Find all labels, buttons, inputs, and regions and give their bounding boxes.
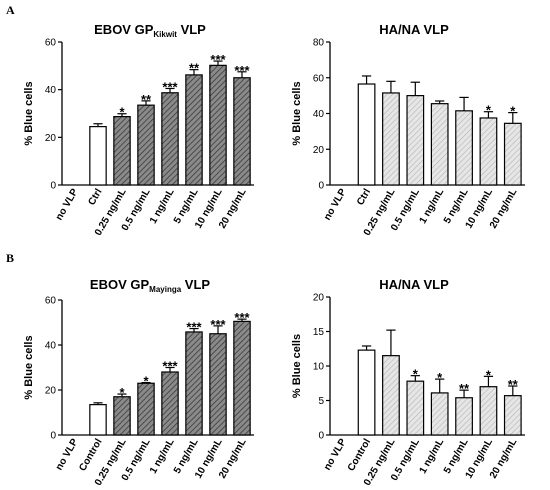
chart-ebov-kikwit: EBOV GPKikwit VLP % Blue cells 0 20 40 60 no V… (23, 22, 254, 238)
bar (113, 396, 131, 436)
y-axis-label: % Blue cells (291, 334, 303, 398)
chart-title-suffix: VLP (177, 22, 206, 37)
significance-marker: * (510, 104, 516, 119)
panel-letter-a: A (6, 3, 15, 17)
chart-title: HA/NA VLP (379, 277, 449, 292)
bar (185, 331, 203, 436)
bar (357, 83, 376, 186)
bar (89, 404, 107, 436)
bar (503, 395, 522, 436)
chart-title-suffix: VLP (181, 277, 210, 292)
significance-marker: *** (210, 52, 226, 67)
bar (209, 64, 227, 186)
bar (89, 126, 107, 186)
y-tick-label: 20 (45, 386, 57, 397)
significance-marker: *** (162, 79, 178, 94)
bar (137, 104, 155, 186)
bar (479, 117, 498, 186)
y-axis-label: % Blue cells (291, 81, 303, 145)
chart-title-main: HA/NA VLP (379, 277, 449, 292)
bar (161, 371, 179, 436)
bar (479, 386, 498, 436)
y-tick-label: 40 (45, 341, 57, 352)
significance-marker: ** (459, 381, 470, 396)
chart-title: EBOV GPKikwit VLP (94, 22, 206, 39)
significance-marker: * (119, 385, 125, 400)
y-tick-label: 0 (318, 181, 324, 192)
bar (430, 392, 449, 436)
x-category-label: no VLP (322, 187, 349, 223)
bar (503, 122, 522, 186)
y-tick-label: 5 (318, 396, 324, 407)
bar (382, 355, 400, 436)
significance-marker: * (413, 367, 419, 382)
y-tick-label: 60 (313, 73, 325, 84)
x-category-label: Ctrl (355, 187, 373, 208)
bar (137, 382, 155, 436)
bar (185, 74, 203, 186)
significance-marker: *** (162, 359, 178, 374)
y-tick-label: 0 (50, 431, 56, 442)
bar (357, 349, 376, 436)
chart-title-subscript: Mayinga (149, 285, 182, 294)
significance-marker: ** (189, 61, 200, 76)
y-tick-label: 20 (313, 293, 325, 304)
x-category-label: no VLP (54, 187, 81, 223)
significance-marker: *** (234, 63, 250, 78)
y-tick-label: 0 (50, 181, 56, 192)
chart-ebov-mayinga: EBOV GPMayinga VLP% Blue cells0204060no … (23, 277, 254, 488)
bar (406, 380, 425, 436)
y-tick-label: 80 (313, 38, 325, 49)
significance-marker: *** (186, 320, 202, 335)
chart-title-main: EBOV GP (94, 22, 154, 37)
chart-title-subscript: Kikwit (153, 30, 177, 39)
bar (233, 320, 251, 436)
chart-hana-a: HA/NA VLP % Blue cells 0 20 40 60 80 no VLP Ctrl… (291, 22, 525, 238)
significance-marker: * (119, 105, 125, 120)
significance-marker: *** (210, 317, 226, 332)
significance-marker: * (486, 103, 492, 118)
x-category-label: no VLP (322, 437, 349, 473)
bar (382, 92, 400, 186)
significance-marker: * (143, 374, 149, 389)
significance-marker: ** (141, 92, 152, 107)
chart-title: EBOV GPMayinga VLP (90, 277, 210, 294)
y-tick-label: 0 (318, 431, 324, 442)
chart-title-main: HA/NA VLP (379, 22, 449, 37)
y-axis-label: % Blue cells (23, 335, 35, 399)
y-tick-label: 15 (313, 327, 325, 338)
y-tick-label: 20 (45, 133, 57, 144)
bar (113, 115, 131, 186)
chart-title: HA/NA VLP (379, 22, 449, 37)
bar (455, 397, 473, 436)
chart-title-main: EBOV GP (90, 277, 150, 292)
significance-marker: ** (508, 377, 519, 392)
x-category-label: Ctrl (86, 187, 104, 208)
significance-marker: * (437, 370, 443, 385)
bar (430, 103, 449, 186)
significance-marker: *** (234, 310, 250, 325)
y-tick-label: 20 (313, 145, 325, 156)
bar (233, 77, 251, 186)
y-axis-label: % Blue cells (23, 81, 35, 145)
significance-marker: * (486, 367, 492, 382)
bar (455, 110, 473, 186)
bar (406, 95, 425, 186)
bar (209, 333, 227, 436)
y-tick-label: 10 (313, 362, 325, 373)
y-tick-label: 40 (313, 109, 325, 120)
bar (161, 92, 179, 186)
y-tick-label: 60 (45, 296, 57, 307)
panel-letter-b: B (6, 251, 14, 265)
y-tick-label: 60 (45, 38, 57, 49)
y-tick-label: 40 (45, 85, 57, 96)
